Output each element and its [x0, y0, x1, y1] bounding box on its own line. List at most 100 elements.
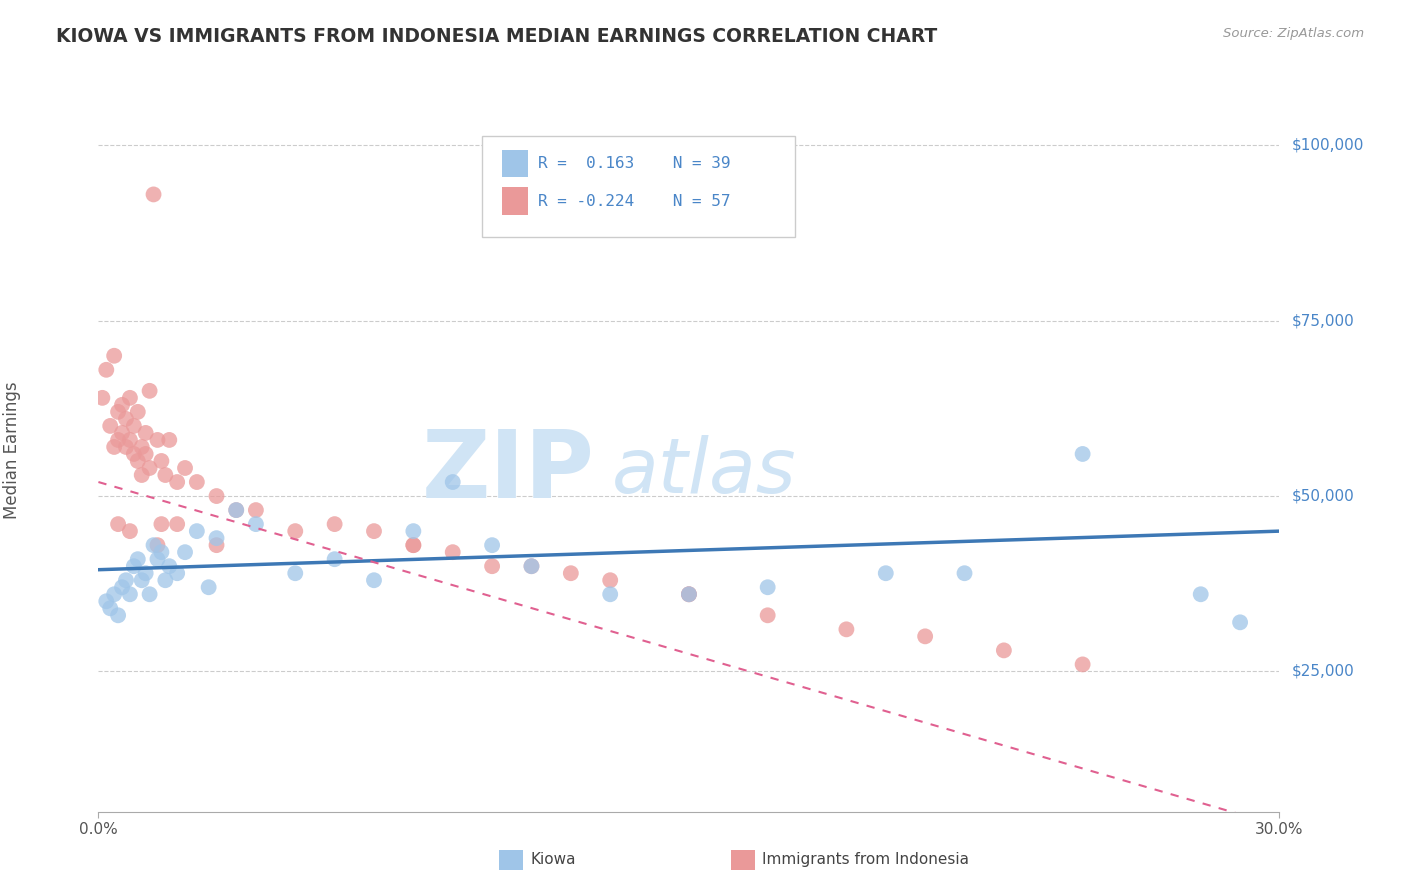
- Point: [118, 524, 141, 538]
- Point: [402, 538, 425, 552]
- Point: [481, 538, 503, 552]
- Point: [560, 566, 582, 581]
- Point: [186, 475, 208, 489]
- Point: [1229, 615, 1251, 630]
- Point: [402, 538, 425, 552]
- Point: [174, 461, 197, 475]
- Point: [127, 405, 149, 419]
- FancyBboxPatch shape: [502, 150, 529, 178]
- Point: [1071, 657, 1094, 672]
- Point: [157, 433, 180, 447]
- Point: [225, 503, 247, 517]
- Point: [96, 594, 118, 608]
- Text: R = -0.224    N = 57: R = -0.224 N = 57: [537, 194, 730, 209]
- Point: [111, 398, 134, 412]
- Point: [157, 559, 180, 574]
- Point: [402, 524, 425, 538]
- Point: [107, 433, 129, 447]
- Point: [118, 433, 141, 447]
- Point: [127, 454, 149, 468]
- Point: [441, 475, 464, 489]
- Point: [756, 580, 779, 594]
- Point: [166, 566, 188, 581]
- Point: [146, 552, 169, 566]
- Point: [115, 573, 138, 587]
- Text: $75,000: $75,000: [1291, 313, 1354, 328]
- FancyBboxPatch shape: [502, 187, 529, 215]
- Point: [122, 559, 145, 574]
- Point: [678, 587, 700, 601]
- Text: $25,000: $25,000: [1291, 664, 1354, 679]
- Text: Source: ZipAtlas.com: Source: ZipAtlas.com: [1223, 27, 1364, 40]
- Point: [756, 608, 779, 623]
- Text: Median Earnings: Median Earnings: [3, 382, 21, 519]
- Point: [111, 580, 134, 594]
- Point: [118, 587, 141, 601]
- Point: [127, 552, 149, 566]
- Text: KIOWA VS IMMIGRANTS FROM INDONESIA MEDIAN EARNINGS CORRELATION CHART: KIOWA VS IMMIGRANTS FROM INDONESIA MEDIA…: [56, 27, 938, 45]
- Point: [103, 587, 125, 601]
- Point: [205, 538, 228, 552]
- FancyBboxPatch shape: [482, 136, 796, 237]
- Point: [835, 623, 858, 637]
- Point: [678, 587, 700, 601]
- Point: [678, 587, 700, 601]
- Point: [115, 412, 138, 426]
- Point: [115, 440, 138, 454]
- Point: [197, 580, 219, 594]
- Point: [520, 559, 543, 574]
- Point: [107, 517, 129, 532]
- Point: [875, 566, 897, 581]
- Point: [103, 349, 125, 363]
- Point: [225, 503, 247, 517]
- Point: [166, 517, 188, 532]
- Point: [131, 440, 153, 454]
- Point: [107, 405, 129, 419]
- Point: [205, 489, 228, 503]
- Text: ZIP: ZIP: [422, 426, 595, 518]
- Point: [103, 440, 125, 454]
- Point: [363, 573, 385, 587]
- Text: atlas: atlas: [612, 435, 797, 509]
- Point: [599, 587, 621, 601]
- Point: [284, 566, 307, 581]
- Point: [91, 391, 114, 405]
- Point: [142, 187, 165, 202]
- Text: Immigrants from Indonesia: Immigrants from Indonesia: [762, 853, 969, 867]
- Point: [131, 468, 153, 483]
- Point: [138, 461, 160, 475]
- Point: [135, 447, 157, 461]
- Point: [363, 524, 385, 538]
- Point: [441, 545, 464, 559]
- Point: [150, 517, 173, 532]
- Point: [205, 531, 228, 545]
- Point: [111, 425, 134, 440]
- Text: $50,000: $50,000: [1291, 489, 1354, 504]
- Point: [155, 573, 177, 587]
- Point: [131, 573, 153, 587]
- Point: [245, 517, 267, 532]
- Point: [150, 454, 173, 468]
- Point: [142, 538, 165, 552]
- Point: [122, 447, 145, 461]
- Text: $100,000: $100,000: [1291, 138, 1364, 153]
- Point: [155, 468, 177, 483]
- Point: [138, 587, 160, 601]
- Point: [96, 363, 118, 377]
- Point: [122, 418, 145, 433]
- Point: [323, 517, 346, 532]
- Point: [146, 433, 169, 447]
- Text: R =  0.163    N = 39: R = 0.163 N = 39: [537, 156, 730, 171]
- Point: [1071, 447, 1094, 461]
- Point: [135, 425, 157, 440]
- Point: [107, 608, 129, 623]
- Point: [135, 566, 157, 581]
- Point: [186, 524, 208, 538]
- Point: [146, 538, 169, 552]
- Point: [166, 475, 188, 489]
- Point: [98, 601, 121, 615]
- Point: [150, 545, 173, 559]
- Point: [481, 559, 503, 574]
- Point: [284, 524, 307, 538]
- Point: [98, 418, 121, 433]
